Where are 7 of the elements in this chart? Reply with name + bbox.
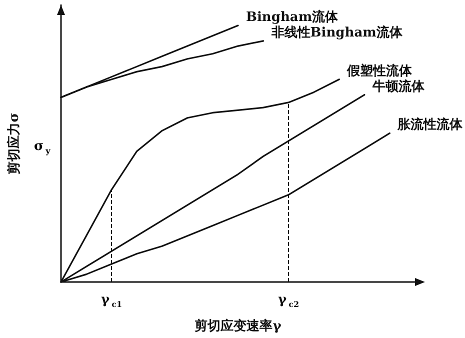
series-label: 牛顿流体 <box>371 78 426 94</box>
series-label: 假塑性流体 <box>346 62 414 79</box>
y-axis-title: 剪切应力σ <box>6 112 22 174</box>
series-label: 非线性Bingham流体 <box>270 24 404 40</box>
series-label: Bingham流体 <box>246 9 340 26</box>
series-label: 胀流性流体 <box>396 116 464 133</box>
x-axis-title: 剪切应变速率γ <box>194 318 282 334</box>
